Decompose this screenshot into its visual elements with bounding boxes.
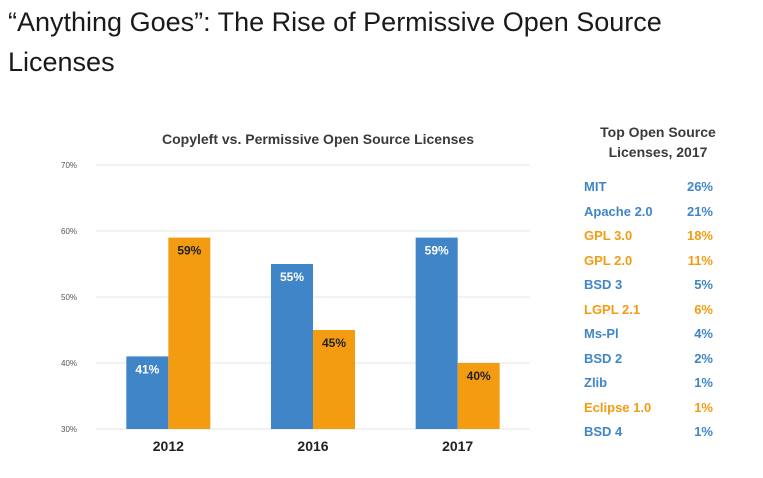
license-row: Eclipse 1.0 1%	[578, 397, 738, 422]
x-tick-label: 2016	[297, 438, 328, 454]
license-percent: 21%	[686, 203, 713, 219]
bar-2017-orange	[457, 363, 500, 429]
license-name: BSD 3	[584, 277, 623, 292]
license-percent: 26%	[686, 179, 713, 194]
bar-chart: Copyleft vs. Permissive Open Source Lice…	[60, 120, 540, 460]
license-percent: 11%	[687, 252, 713, 268]
bar-2012-blue	[126, 356, 169, 429]
license-percent: 1%	[694, 424, 713, 439]
license-row: BSD 2 2%	[578, 348, 738, 373]
license-name: GPL 3.0	[584, 228, 633, 243]
license-percent: 4%	[694, 326, 713, 341]
page-heading: “Anything Goes”: The Rise of Permissive …	[8, 7, 662, 77]
license-row: BSD 4 1%	[578, 421, 738, 446]
data-label: 59%	[177, 244, 201, 258]
license-percent: 5%	[694, 277, 713, 292]
license-percent: 1%	[694, 399, 713, 415]
y-tick-label: 60%	[61, 227, 77, 236]
bar-2017-blue	[415, 237, 458, 429]
y-tick-label: 30%	[61, 425, 77, 434]
license-name: MIT	[584, 179, 607, 194]
license-name: Ms-Pl	[584, 326, 619, 341]
license-name: GPL 2.0	[584, 252, 633, 268]
license-row: MIT 26%	[578, 176, 738, 201]
license-row: Zlib 1%	[578, 372, 738, 397]
data-label: 45%	[322, 336, 346, 350]
license-row: LGPL 2.1 6%	[578, 299, 738, 324]
bar-chart-svg: Copyleft vs. Permissive Open Source Lice…	[61, 131, 530, 454]
top-licenses-panel: Top Open Source Licenses, 2017 MIT 26% Apa…	[578, 120, 738, 446]
data-label: 59%	[425, 244, 449, 258]
y-tick-label: 70%	[61, 161, 77, 170]
license-name: BSD 2	[584, 350, 623, 366]
bar-2016-blue	[271, 264, 313, 429]
bar-2012-orange	[168, 237, 211, 429]
license-name: BSD 4	[584, 424, 623, 439]
data-label: 40%	[467, 369, 491, 383]
chart-title: Copyleft vs. Permissive Open Source Lice…	[162, 131, 474, 147]
license-name: LGPL 2.1	[584, 301, 641, 317]
license-name: Apache 2.0	[584, 203, 653, 219]
license-percent: 1%	[694, 375, 713, 390]
data-label: 41%	[135, 362, 159, 376]
license-name: Zlib	[584, 375, 608, 390]
license-row: GPL 2.0 11%	[578, 250, 738, 275]
x-tick-label: 2017	[442, 438, 473, 454]
license-row: Ms-Pl 4%	[578, 323, 738, 348]
license-percent: 2%	[694, 350, 713, 366]
y-tick-label: 50%	[61, 293, 77, 302]
license-row: Apache 2.0 21%	[578, 201, 738, 226]
top-licenses-title: Top Open Source Licenses, 2017	[600, 124, 716, 160]
license-row: BSD 3 5%	[578, 274, 738, 299]
x-tick-label: 2012	[153, 438, 184, 454]
license-list: MIT 26% Apache 2.0 21% GPL 3.0 18% GPL 2.0 11% B…	[578, 176, 738, 446]
data-label: 55%	[280, 270, 304, 284]
y-tick-label: 40%	[61, 359, 77, 368]
license-name: Eclipse 1.0	[584, 399, 652, 415]
bar-2016-orange	[313, 330, 355, 429]
license-row: GPL 3.0 18%	[578, 225, 738, 250]
license-percent: 6%	[694, 301, 713, 317]
license-percent: 18%	[686, 228, 713, 243]
